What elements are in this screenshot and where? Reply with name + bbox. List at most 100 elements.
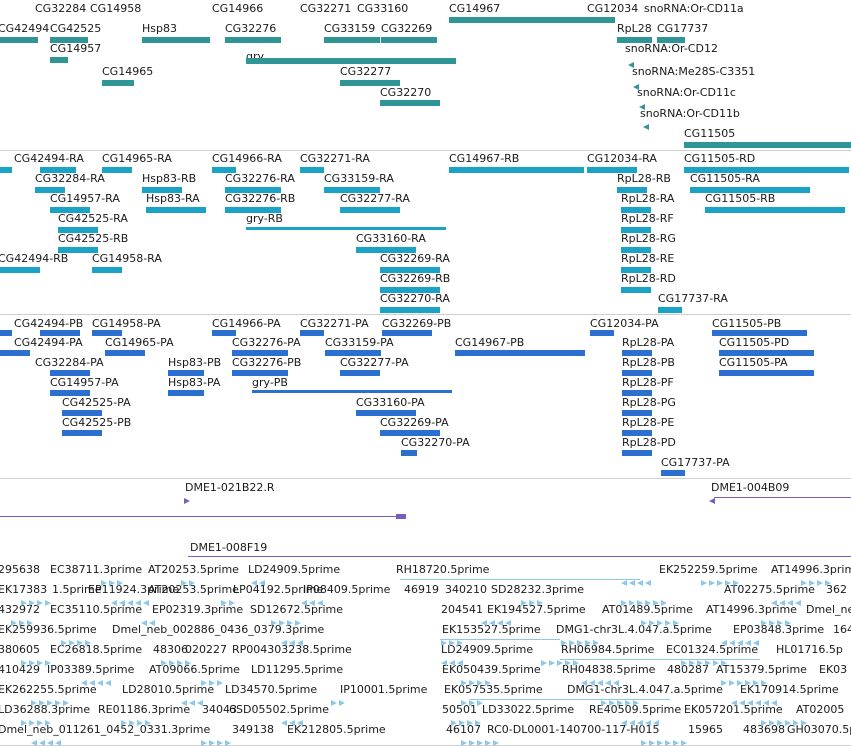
transcript-model[interactable]	[212, 167, 236, 173]
feature-label-cg32271-pa[interactable]: CG32271-PA	[300, 317, 369, 330]
est-alignment[interactable]	[180, 696, 204, 706]
est-alignment[interactable]	[760, 616, 792, 626]
clone-span[interactable]	[188, 556, 851, 557]
transcript-model[interactable]	[621, 207, 651, 213]
est-intron-line[interactable]	[440, 639, 560, 640]
protein-model[interactable]	[168, 390, 204, 396]
feature-label-cg14958-pa[interactable]: CG14958-PA	[92, 317, 161, 330]
est-alignment[interactable]	[270, 616, 302, 626]
est-alignment[interactable]	[460, 696, 484, 706]
feature-label-at01489-5prime[interactable]: AT01489.5prime	[602, 603, 693, 616]
protein-model[interactable]	[455, 350, 585, 356]
feature-label-ep11924-3prime[interactable]: EP11924.3prime	[88, 583, 180, 596]
feature-label-rpl28-rg[interactable]: RpL28-RG	[621, 232, 676, 245]
est-alignment[interactable]	[450, 716, 482, 726]
feature-label-cg14965[interactable]: CG14965	[102, 65, 154, 78]
est-alignment[interactable]	[220, 596, 236, 606]
feature-label-432972[interactable]: 432972	[0, 603, 40, 616]
transcript-model[interactable]	[324, 187, 380, 193]
feature-label-340210[interactable]: 340210	[445, 583, 487, 596]
snorna-model[interactable]	[627, 58, 635, 68]
protein-model[interactable]	[719, 370, 814, 376]
transcript-model[interactable]	[449, 167, 584, 173]
feature-label-204541[interactable]: 204541	[441, 603, 483, 616]
feature-label-rpl28-pa[interactable]: RpL28-PA	[622, 336, 675, 349]
feature-label-snorna-or-cd11b[interactable]: snoRNA:Or-CD11b	[640, 107, 740, 120]
feature-label-cg42494-ra[interactable]: CG42494-RA	[14, 152, 84, 165]
feature-label-020227[interactable]: 020227	[185, 643, 227, 656]
gene-model[interactable]	[587, 17, 615, 23]
feature-label-cg11505[interactable]: CG11505	[684, 127, 736, 140]
protein-model[interactable]	[356, 410, 416, 416]
feature-label-dme1-008f19[interactable]: DME1-008F19	[190, 541, 268, 554]
snorna-model[interactable]	[638, 100, 646, 110]
feature-label-hsp83[interactable]: Hsp83	[142, 22, 177, 35]
feature-label-48306[interactable]: 48306	[153, 643, 188, 656]
feature-label-ip10001-5prime[interactable]: IP10001.5prime	[340, 683, 428, 696]
feature-label-cg17737-pa[interactable]: CG17737-PA	[661, 456, 730, 469]
est-alignment[interactable]	[720, 636, 760, 646]
protein-model[interactable]	[622, 450, 652, 456]
feature-label-cg33159-ra[interactable]: CG33159-RA	[324, 172, 394, 185]
gene-model[interactable]	[50, 37, 88, 43]
feature-label-ld36288-3prime[interactable]: LD36288.3prime	[0, 703, 91, 716]
feature-label-at02275-5prime[interactable]: AT02275.5prime	[724, 583, 815, 596]
feature-label-at14996-3prime[interactable]: AT14996.3prime	[706, 603, 797, 616]
feature-label-ek03[interactable]: EK03	[819, 663, 848, 676]
feature-label-hsp83-rb[interactable]: Hsp83-RB	[142, 172, 197, 185]
feature-label-cg32270-pa[interactable]: CG32270-PA	[401, 436, 470, 449]
transcript-model[interactable]	[58, 247, 98, 253]
feature-label-cg11505-pb[interactable]: CG11505-PB	[712, 317, 782, 330]
feature-label-rh06984-5prime[interactable]: RH06984.5prime	[561, 643, 655, 656]
est-alignment[interactable]	[10, 616, 34, 626]
snorna-model[interactable]	[632, 80, 640, 90]
feature-label-cg32270-ra[interactable]: CG32270-RA	[380, 292, 450, 305]
est-intron-line[interactable]	[400, 579, 640, 580]
feature-label-ek259936-5prime[interactable]: EK259936.5prime	[0, 623, 97, 636]
gene-model[interactable]	[0, 37, 38, 43]
transcript-model[interactable]	[356, 247, 416, 253]
gene-model[interactable]	[340, 80, 400, 86]
feature-label-cg32269-ra[interactable]: CG32269-RA	[380, 252, 450, 265]
feature-label-cg32269-pb[interactable]: CG32269-PB	[382, 317, 452, 330]
est-alignment[interactable]	[620, 716, 660, 726]
transcript-model[interactable]	[246, 227, 446, 230]
feature-label-at15379-5prime[interactable]: AT15379.5prime	[716, 663, 807, 676]
feature-label-ep03848-3prime[interactable]: EP03848.3prime	[733, 623, 825, 636]
feature-label-rpl28-pg[interactable]: RpL28-PG	[622, 396, 676, 409]
clone-marker[interactable]	[708, 494, 716, 504]
protein-model[interactable]	[50, 370, 90, 376]
est-alignment[interactable]	[460, 736, 500, 746]
feature-label-cg32276-pa[interactable]: CG32276-PA	[232, 336, 301, 349]
feature-label-rh18720-5prime[interactable]: RH18720.5prime	[396, 563, 490, 576]
feature-label-re01186-3prime[interactable]: RE01186.3prime	[98, 703, 191, 716]
est-alignment[interactable]	[20, 716, 52, 726]
feature-label-at14996-3prime[interactable]: AT14996.3prime	[771, 563, 851, 576]
protein-model[interactable]	[50, 390, 90, 396]
protein-model[interactable]	[622, 410, 652, 416]
feature-label-6sd05502-5prime[interactable]: 6SD05502.5prime	[229, 703, 329, 716]
feature-label-rpl28-re[interactable]: RpL28-RE	[621, 252, 675, 265]
est-alignment[interactable]	[680, 656, 728, 666]
transcript-model[interactable]	[684, 167, 849, 173]
feature-label-hl01716-5p[interactable]: HL01716.5p	[776, 643, 843, 656]
est-alignment[interactable]	[180, 576, 196, 586]
feature-label-ip08409-5prime[interactable]: IP08409.5prime	[303, 583, 391, 596]
feature-label-cg42525-rb[interactable]: CG42525-RB	[58, 232, 129, 245]
feature-label-dme1-021b22-r[interactable]: DME1-021B22.R	[185, 481, 275, 494]
feature-label-34043[interactable]: 34043	[202, 703, 237, 716]
gene-model[interactable]	[380, 100, 440, 106]
est-alignment[interactable]	[280, 716, 304, 726]
est-alignment[interactable]	[440, 656, 464, 666]
feature-label-ek262255-5prime[interactable]: EK262255.5prime	[0, 683, 97, 696]
feature-label-ld33022-5prime[interactable]: LD33022.5prime	[482, 703, 575, 716]
feature-label-ec38711-3prime[interactable]: EC38711.3prime	[50, 563, 143, 576]
feature-label-dmel-neb[interactable]: Dmel_neb	[806, 603, 851, 616]
feature-label-cg33159[interactable]: CG33159	[324, 22, 376, 35]
gene-model[interactable]	[50, 57, 68, 63]
est-alignment[interactable]	[140, 616, 156, 626]
feature-label-rc0-dl0001-140700-117-h015[interactable]: RC0-DL0001-140700-117-H015	[487, 723, 660, 736]
feature-label-snorna-me28s-c3351[interactable]: snoRNA:Me28S-C3351	[632, 65, 756, 78]
feature-label-dme1-004b09[interactable]: DME1-004B09	[711, 481, 790, 494]
feature-label-ld24909-5prime[interactable]: LD24909.5prime	[441, 643, 534, 656]
